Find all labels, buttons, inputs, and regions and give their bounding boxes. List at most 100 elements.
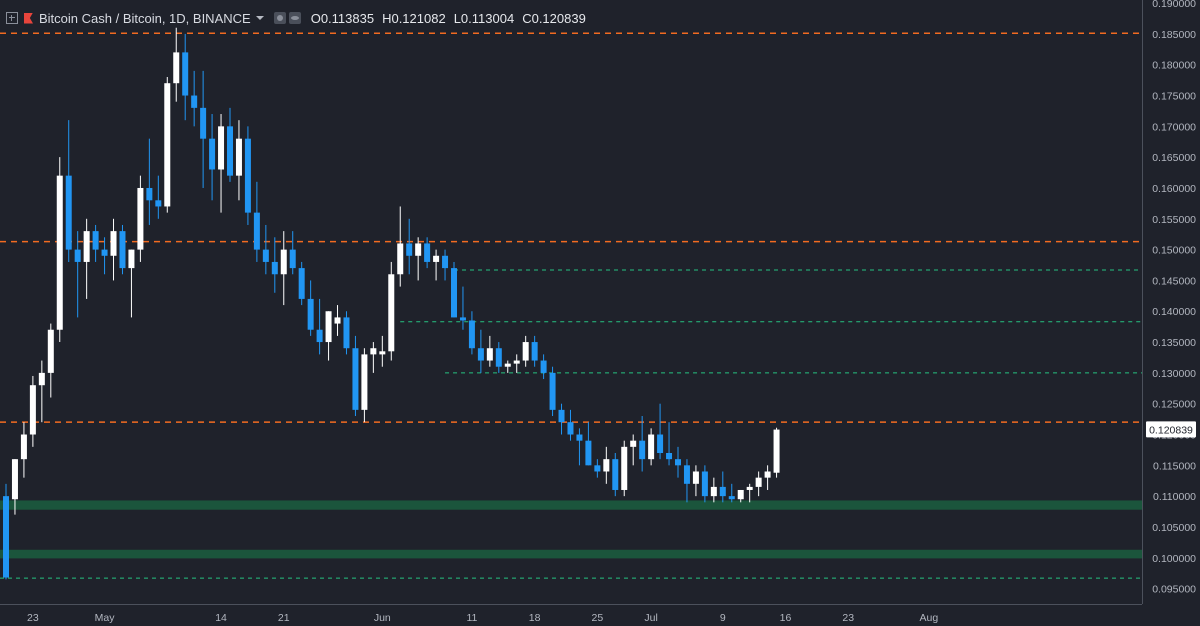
candle-body[interactable] (110, 231, 117, 256)
candle-body[interactable] (83, 231, 90, 262)
candle-body[interactable] (316, 329, 323, 343)
candle-body[interactable] (164, 83, 171, 207)
candle-body[interactable] (173, 52, 180, 84)
candle-body[interactable] (155, 200, 162, 207)
candle-body[interactable] (675, 459, 681, 466)
candle-body[interactable] (406, 243, 413, 256)
candle-body[interactable] (343, 317, 350, 349)
candle-body[interactable] (298, 268, 305, 299)
candle-body[interactable] (119, 231, 126, 269)
candle-body[interactable] (710, 486, 717, 497)
candle-body[interactable] (146, 187, 153, 201)
candle-body[interactable] (433, 255, 440, 262)
candle-body[interactable] (289, 249, 296, 269)
candle-body[interactable] (477, 348, 484, 361)
candle-body[interactable] (459, 317, 466, 321)
candle-body[interactable] (424, 243, 431, 262)
candle-body[interactable] (666, 453, 673, 460)
candle-body[interactable] (74, 249, 81, 262)
candle-body[interactable] (451, 268, 457, 318)
candle-body[interactable] (325, 311, 332, 343)
support-zone[interactable] (0, 549, 1142, 559)
candle-body[interactable] (603, 459, 610, 472)
candle-body[interactable] (540, 360, 547, 373)
candle-body[interactable] (370, 348, 377, 355)
candle-body[interactable] (253, 212, 260, 250)
candle-body[interactable] (513, 360, 520, 364)
candle-body[interactable] (486, 348, 493, 361)
expand-icon[interactable] (6, 12, 18, 24)
candle-body[interactable] (128, 249, 135, 269)
candle-body[interactable] (657, 434, 664, 453)
candle-body[interactable] (47, 329, 54, 373)
candle-body[interactable] (585, 440, 592, 466)
candle-body[interactable] (56, 175, 63, 330)
candle-body[interactable] (244, 138, 251, 213)
candle-body[interactable] (38, 372, 45, 386)
candle-body[interactable] (280, 249, 287, 275)
candle-body[interactable] (262, 249, 269, 262)
candle-body[interactable] (352, 348, 359, 410)
candle-body[interactable] (137, 187, 144, 250)
candle-body[interactable] (701, 471, 708, 497)
candle-body[interactable] (594, 465, 601, 472)
candle-body[interactable] (92, 231, 99, 250)
candle-body[interactable] (307, 298, 314, 330)
flag-icon[interactable] (24, 12, 33, 24)
candle-body[interactable] (728, 496, 735, 500)
candle-body[interactable] (773, 429, 780, 473)
candle-body[interactable] (612, 459, 619, 490)
candle-body[interactable] (388, 274, 395, 352)
settings-icon[interactable] (273, 12, 286, 24)
candle-body[interactable] (397, 243, 404, 275)
candle-body[interactable] (442, 255, 449, 269)
time-tick-label: Jul (644, 612, 657, 624)
candle-body[interactable] (227, 126, 233, 176)
candle-body[interactable] (755, 477, 762, 487)
candle-body[interactable] (29, 385, 36, 435)
candle-body[interactable] (182, 52, 189, 96)
candle-body[interactable] (746, 486, 753, 490)
candle-body[interactable] (334, 317, 341, 324)
candle-body[interactable] (549, 372, 556, 410)
candle-body[interactable] (415, 243, 422, 256)
candle-body[interactable] (495, 348, 502, 367)
time-tick-label: May (95, 612, 116, 624)
visibility-icon[interactable] (288, 12, 301, 24)
candle-body[interactable] (504, 363, 511, 367)
chevron-down-icon[interactable] (255, 16, 264, 20)
candle-body[interactable] (65, 175, 72, 250)
candle-body[interactable] (692, 471, 699, 484)
candle-body[interactable] (737, 489, 744, 500)
candle-body[interactable] (218, 126, 225, 170)
candle-body[interactable] (200, 107, 207, 139)
candle-body[interactable] (271, 261, 278, 275)
candle-body[interactable] (531, 342, 538, 361)
candle-body[interactable] (558, 409, 565, 423)
symbol-title[interactable]: Bitcoin Cash / Bitcoin, 1D, BINANCE (39, 10, 251, 26)
price-tick-label: 0.100000 (1152, 553, 1196, 565)
candle-body[interactable] (576, 434, 583, 441)
candle-body[interactable] (522, 342, 529, 361)
candle-body[interactable] (719, 486, 726, 497)
candle-body[interactable] (639, 440, 646, 460)
candle-body[interactable] (101, 249, 108, 256)
support-zone[interactable] (0, 500, 1142, 510)
candle-body[interactable] (648, 434, 655, 460)
candle-body[interactable] (567, 422, 574, 435)
candle-body[interactable] (764, 471, 771, 478)
candle-body[interactable] (683, 465, 690, 484)
last-price-badge (1146, 421, 1196, 438)
candle-body[interactable] (235, 138, 242, 176)
candle-body[interactable] (468, 320, 475, 349)
candle-body[interactable] (191, 95, 198, 108)
candle-body[interactable] (361, 354, 368, 410)
candle-body[interactable] (3, 496, 9, 578)
candle-body[interactable] (11, 459, 18, 500)
candle-body[interactable] (630, 440, 637, 447)
candle-body[interactable] (209, 138, 216, 170)
candle-body[interactable] (621, 446, 628, 490)
candle-body[interactable] (379, 351, 386, 355)
candle-body[interactable] (20, 434, 27, 460)
